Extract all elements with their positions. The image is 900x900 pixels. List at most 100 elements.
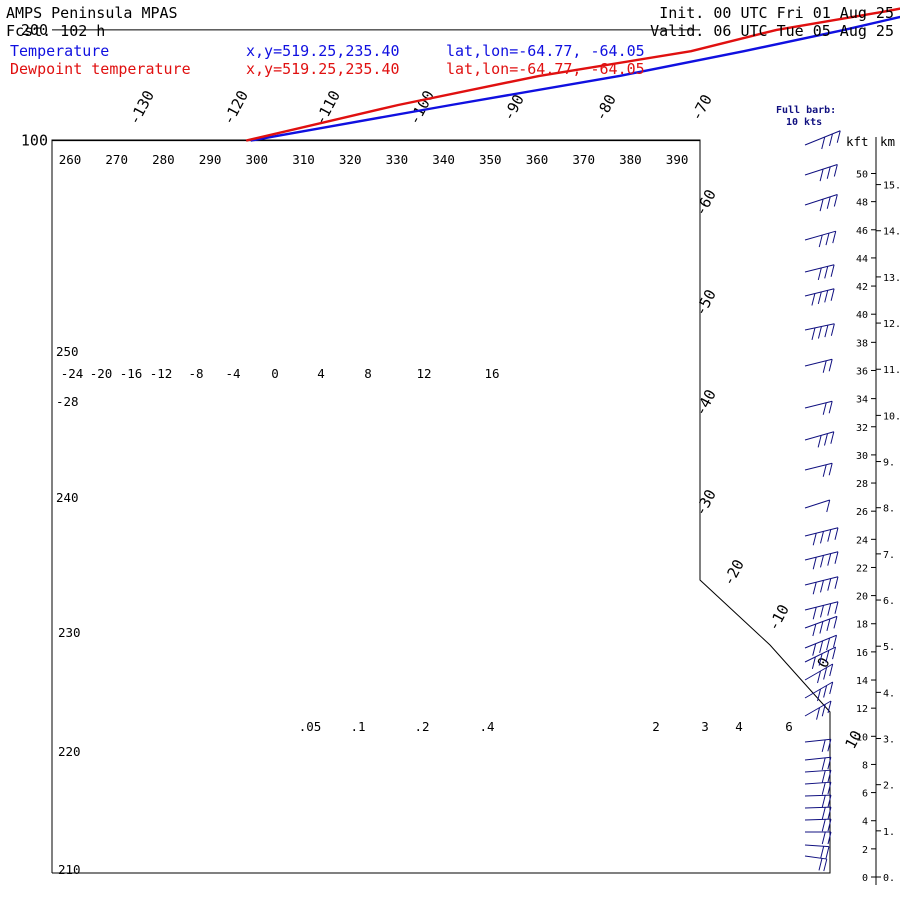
kft-tick-label: 50 xyxy=(856,170,868,181)
theta-label: 300 xyxy=(246,152,269,167)
theta-e-label: -16 xyxy=(120,366,143,381)
mixing-ratio-label: .05 xyxy=(299,719,322,734)
wind-barb xyxy=(804,499,831,513)
wind-barb xyxy=(804,769,832,783)
temperature-profile xyxy=(250,15,900,142)
km-tick-label: 14. xyxy=(883,227,900,238)
kft-tick-label: 44 xyxy=(856,254,868,265)
kft-tick-label: 36 xyxy=(856,366,868,377)
isotherm-label: -130 xyxy=(125,87,158,127)
isotherm-label: -80 xyxy=(591,91,620,123)
theta-e-label: -20 xyxy=(90,366,113,381)
kft-tick-label: 40 xyxy=(856,310,868,321)
theta-e-label: -4 xyxy=(225,366,240,381)
km-tick-label: 1. xyxy=(883,827,895,838)
kft-tick-label: 2 xyxy=(862,845,868,856)
kft-tick-label: 38 xyxy=(856,338,868,349)
chart-header: AMPS Peninsula MPAS Fcst. 102 h Init. 00… xyxy=(6,4,894,78)
wind-barb xyxy=(804,194,838,212)
kft-tick-label: 22 xyxy=(856,563,868,574)
wind-barb xyxy=(804,806,832,820)
theta-label: 320 xyxy=(339,152,362,167)
theta-e-label: 8 xyxy=(364,366,372,381)
left-temperature-label: -28 xyxy=(56,394,79,409)
kft-tick-label: 16 xyxy=(856,648,868,659)
km-tick-label: 0. xyxy=(883,873,895,884)
wind-barb xyxy=(804,400,833,415)
mixing-ratio-label: .4 xyxy=(479,719,494,734)
kft-tick-label: 30 xyxy=(856,451,868,462)
wind-barb xyxy=(804,681,834,702)
kft-tick-label: 6 xyxy=(862,789,868,800)
isotherm-label: -20 xyxy=(719,556,748,588)
isotherm-label: -70 xyxy=(687,91,716,123)
wind-barbs xyxy=(804,130,841,872)
wind-barb xyxy=(804,601,839,620)
dewpoint-legend-label: Dewpoint temperature xyxy=(10,60,191,78)
kft-tick-label: 20 xyxy=(856,592,868,603)
sounding-profiles xyxy=(245,7,900,142)
km-axis-label: km xyxy=(880,134,895,149)
mixing-ratio-label: 4 xyxy=(735,719,743,734)
temperature-legend-label: Temperature xyxy=(10,42,109,60)
wind-barb xyxy=(804,358,833,373)
left-temperature-label: 220 xyxy=(58,744,81,759)
wind-barb xyxy=(804,646,837,670)
km-tick-label: 10. xyxy=(883,411,900,422)
model-title: AMPS Peninsula MPAS xyxy=(6,4,178,22)
kft-tick-label: 14 xyxy=(856,676,868,687)
init-time: Init. 00 UTC Fri 01 Aug 25 xyxy=(659,4,894,22)
theta-e-label: -12 xyxy=(150,366,173,381)
kft-tick-label: 4 xyxy=(862,817,868,828)
left-temperature-label: 240 xyxy=(56,490,79,505)
wind-barb xyxy=(804,663,834,684)
isotherm-label: -40 xyxy=(691,386,720,418)
km-tick-label: 2. xyxy=(883,781,895,792)
temperature-latlon: lat,lon=-64.77, -64.05 xyxy=(446,42,645,60)
km-tick-label: 15. xyxy=(883,181,900,192)
theta-label: 380 xyxy=(619,152,642,167)
km-tick-label: 13. xyxy=(883,273,900,284)
wind-barb xyxy=(804,615,838,637)
km-tick-label: 3. xyxy=(883,735,895,746)
wind-barb xyxy=(804,844,830,859)
wind-barb xyxy=(804,130,841,150)
theta-label: 390 xyxy=(666,152,689,167)
km-tick-label: 11. xyxy=(883,365,900,376)
kft-tick-label: 32 xyxy=(856,423,868,434)
kft-tick-label: 26 xyxy=(856,507,868,518)
wind-barb xyxy=(804,794,832,808)
barb-legend-line2: 10 kts xyxy=(786,117,822,128)
km-tick-label: 12. xyxy=(883,319,900,330)
temperature-xy: x,y=519.25,235.40 xyxy=(246,42,400,60)
valid-time: Valid. 06 UTC Tue 05 Aug 25 xyxy=(650,22,894,40)
left-temperature-label: 230 xyxy=(58,625,81,640)
isotherm-label: -60 xyxy=(691,186,720,218)
km-tick-label: 4. xyxy=(883,688,895,699)
barb-legend-line1: Full barb: xyxy=(776,105,836,116)
forecast-hour: Fcst. 102 h xyxy=(6,22,105,40)
theta-e-label: 0 xyxy=(271,366,279,381)
kft-tick-label: 12 xyxy=(856,704,868,715)
left-temperature-label: 210 xyxy=(58,862,81,877)
isotherm-label: -50 xyxy=(691,286,720,318)
wind-barb xyxy=(804,230,837,248)
wind-barb xyxy=(804,164,838,182)
km-tick-label: 5. xyxy=(883,642,895,653)
isotherm-label: -120 xyxy=(219,87,252,127)
dewpoint-latlon: lat,lon=-64.77, -64.05 xyxy=(446,60,645,78)
wind-barb xyxy=(804,323,835,341)
diagram-outline xyxy=(51,139,831,874)
mixing-ratio-label: .1 xyxy=(350,719,365,734)
theta-e-label: -24 xyxy=(61,366,84,381)
dewpoint-xy: x,y=519.25,235.40 xyxy=(246,60,400,78)
wind-barb xyxy=(804,818,832,832)
kft-tick-label: 0 xyxy=(862,873,868,884)
theta-label: 340 xyxy=(432,152,455,167)
theta-label: 360 xyxy=(526,152,549,167)
wind-barb xyxy=(804,462,833,477)
kft-tick-label: 24 xyxy=(856,535,868,546)
mixing-ratio-label: 6 xyxy=(785,719,793,734)
km-tick-label: 6. xyxy=(883,596,895,607)
